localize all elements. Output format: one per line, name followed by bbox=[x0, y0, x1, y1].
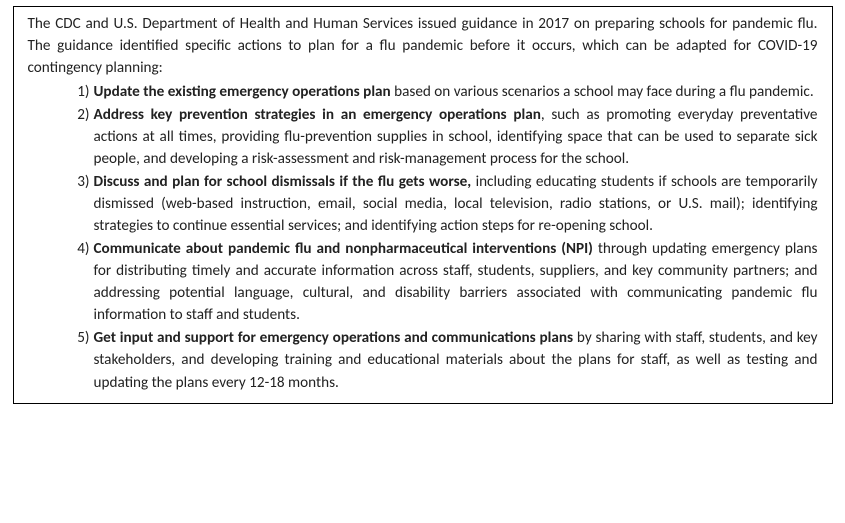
item-bold: Address key prevention strategies in an … bbox=[94, 106, 541, 124]
guidance-box: The CDC and U.S. Department of Health an… bbox=[13, 6, 833, 404]
item-number: 5) bbox=[70, 327, 90, 349]
list-item: 1) Update the existing emergency operati… bbox=[70, 81, 818, 103]
list-item: 5) Get input and support for emergency o… bbox=[70, 327, 818, 393]
item-bold: Communicate about pandemic flu and nonph… bbox=[94, 240, 593, 258]
item-number: 2) bbox=[70, 104, 90, 126]
action-list: 1) Update the existing emergency operati… bbox=[28, 81, 818, 393]
list-item: 2) Address key prevention strategies in … bbox=[70, 104, 818, 170]
item-number: 4) bbox=[70, 238, 90, 260]
item-bold: Update the existing emergency operations… bbox=[94, 83, 391, 101]
list-item: 4) Communicate about pandemic flu and no… bbox=[70, 238, 818, 326]
item-number: 1) bbox=[70, 81, 90, 103]
item-bold: Discuss and plan for school dismissals i… bbox=[94, 173, 472, 191]
list-item: 3) Discuss and plan for school dismissal… bbox=[70, 171, 818, 237]
item-bold: Get input and support for emergency oper… bbox=[94, 329, 574, 347]
item-rest: based on various scenarios a school may … bbox=[391, 83, 814, 101]
intro-paragraph: The CDC and U.S. Department of Health an… bbox=[28, 13, 818, 79]
item-number: 3) bbox=[70, 171, 90, 193]
